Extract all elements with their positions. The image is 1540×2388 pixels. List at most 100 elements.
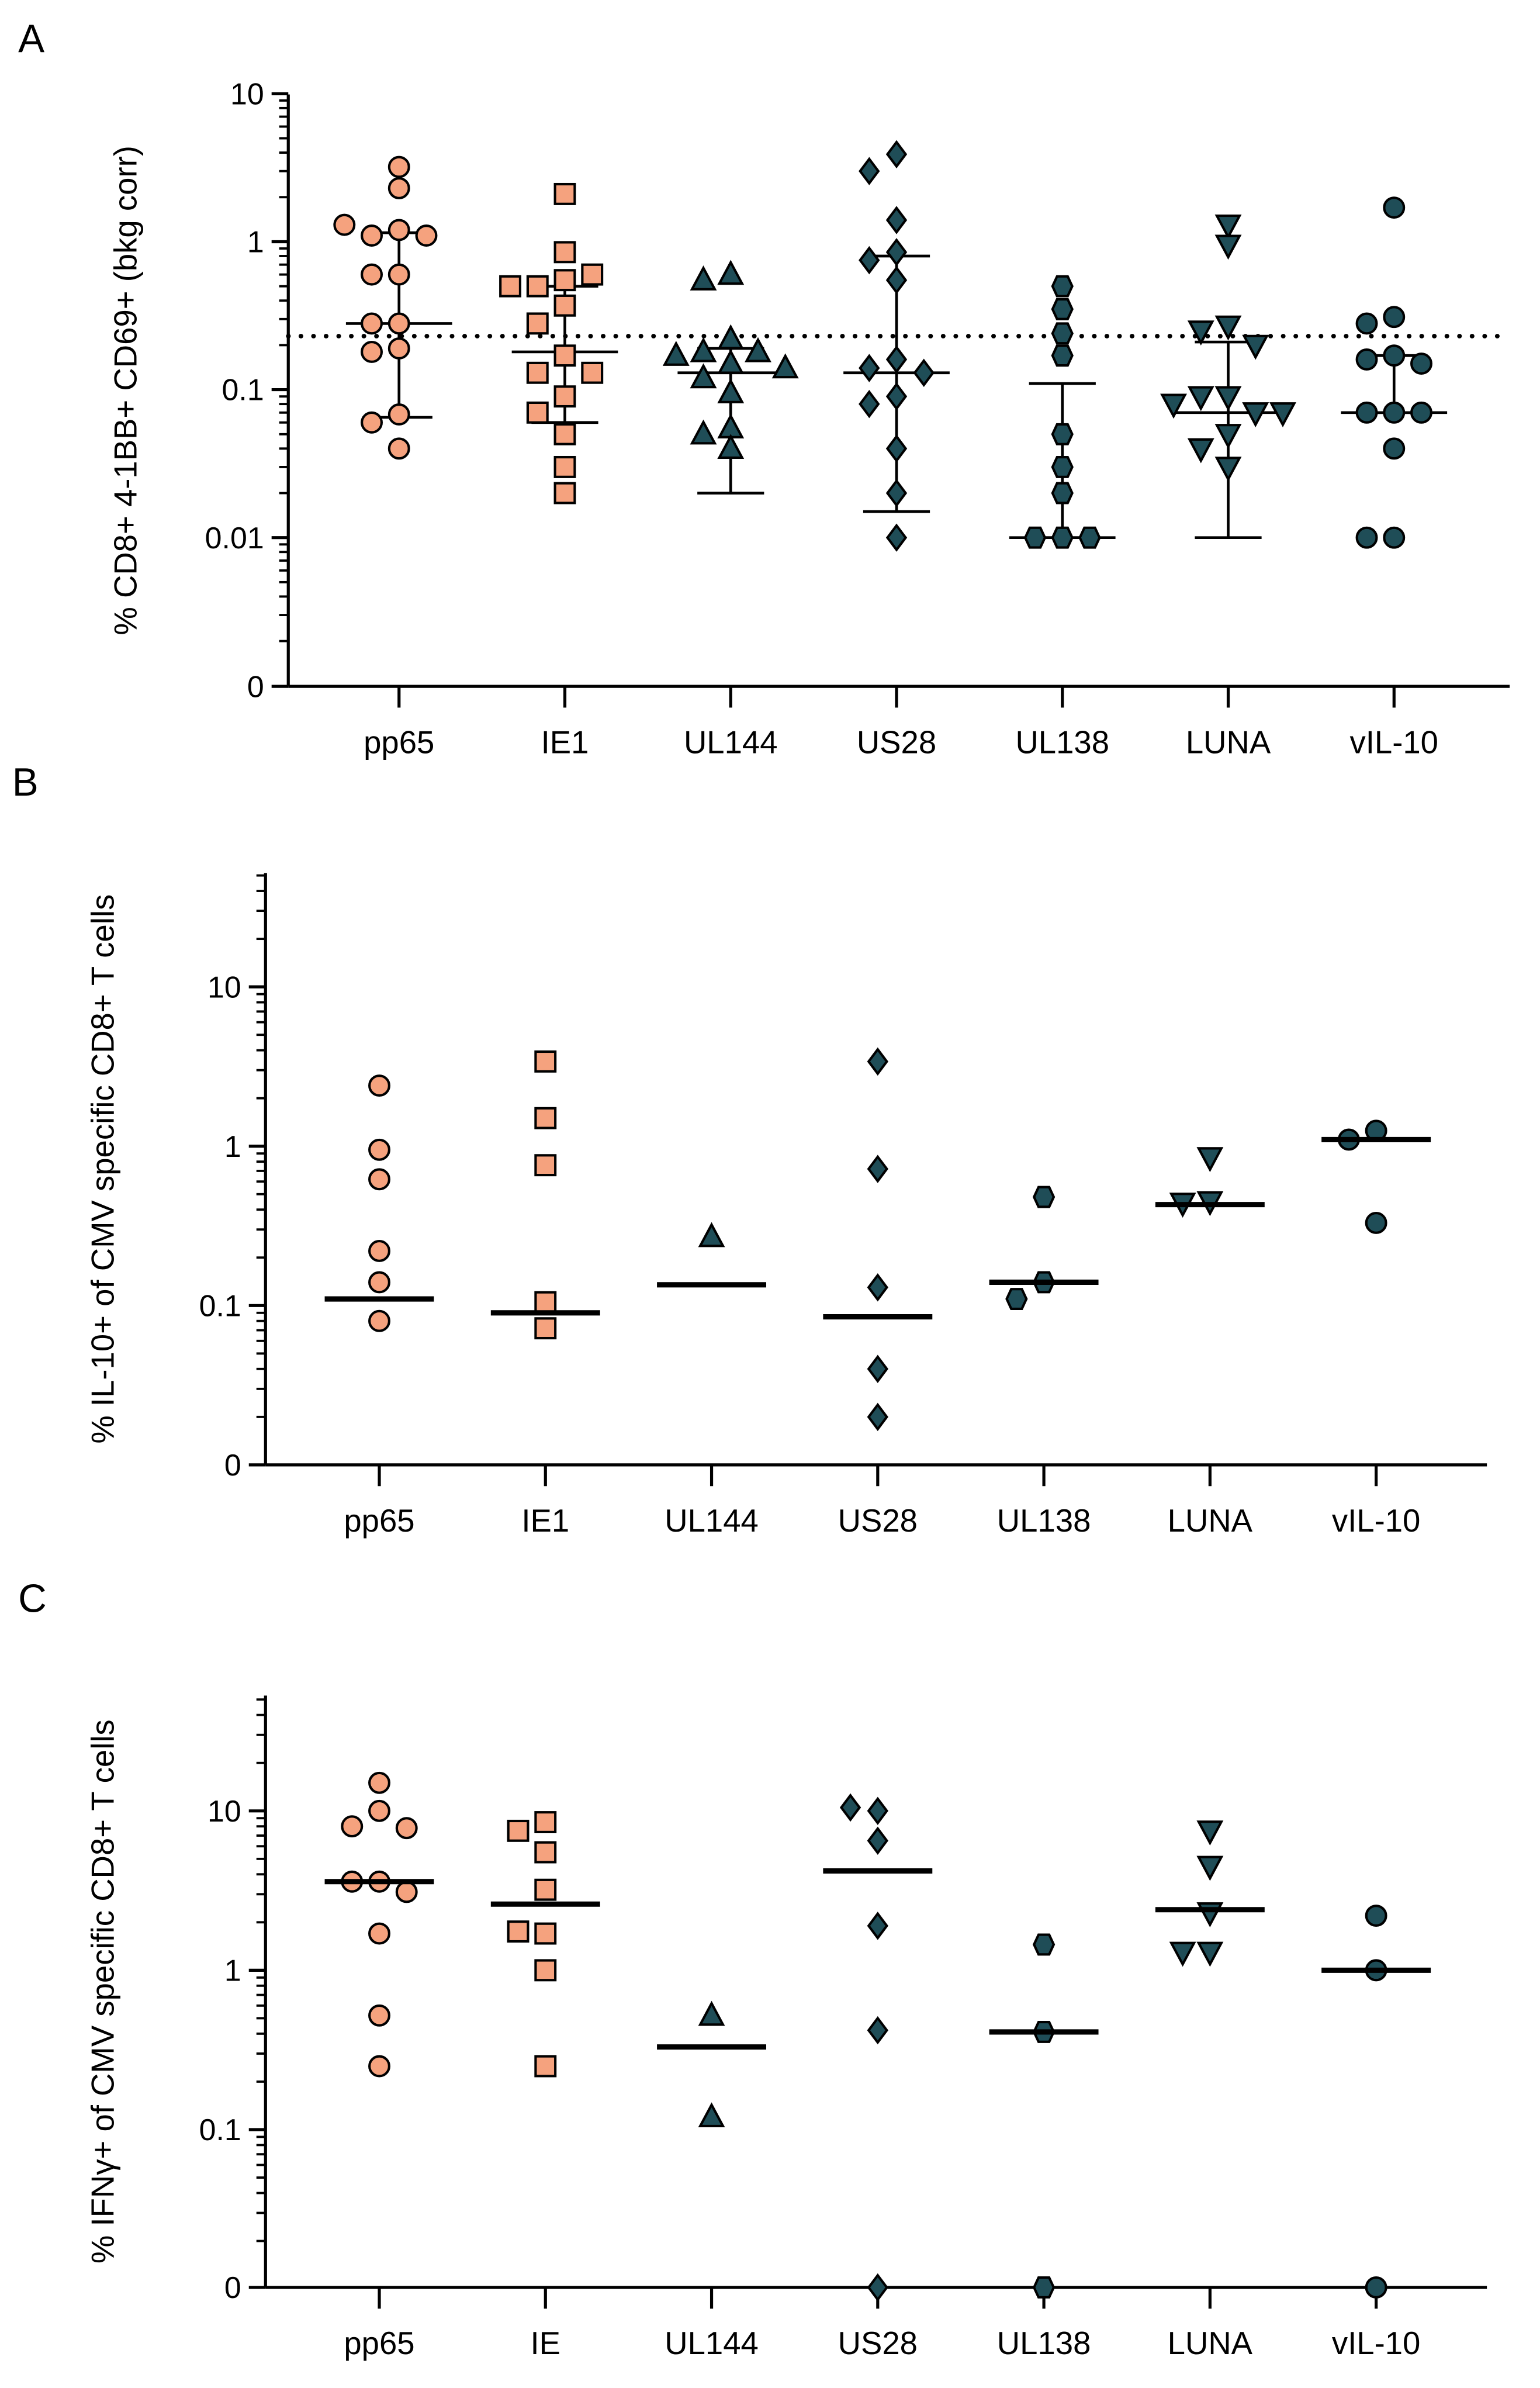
data-point bbox=[867, 1047, 888, 1076]
data-point bbox=[913, 358, 935, 387]
data-point bbox=[698, 2000, 725, 2026]
data-point bbox=[534, 1050, 557, 1073]
y-axis-label: % IFNγ+ of CMV specific CD8+ T cells bbox=[85, 1719, 121, 2263]
x-tick-label: vIL-10 bbox=[1332, 1503, 1420, 1539]
panel-c: C% IFNγ+ of CMV specific CD8+ T cells 101… bbox=[18, 1577, 1487, 2361]
data-point bbox=[534, 1154, 557, 1177]
data-point bbox=[1214, 386, 1242, 412]
data-point bbox=[1269, 402, 1296, 427]
data-point bbox=[534, 1922, 557, 1945]
x-tick-label: vIL-10 bbox=[1332, 2325, 1420, 2361]
data-point bbox=[717, 324, 745, 350]
panel-letter: B bbox=[12, 761, 39, 804]
data-point bbox=[368, 2055, 390, 2078]
data-point bbox=[717, 434, 745, 459]
series-vil-10 bbox=[1321, 1119, 1431, 1234]
data-point bbox=[387, 177, 410, 199]
series-vil-10 bbox=[1341, 196, 1448, 549]
y-tick-label: 10 bbox=[207, 1795, 241, 1829]
data-point bbox=[1196, 1941, 1224, 1967]
data-point bbox=[1051, 298, 1074, 320]
data-point bbox=[771, 353, 799, 379]
data-point bbox=[526, 275, 549, 298]
data-point bbox=[553, 385, 576, 408]
data-point bbox=[859, 157, 880, 185]
data-point bbox=[1187, 438, 1214, 464]
x-tick-label: LUNA bbox=[1186, 724, 1271, 760]
series-pp65 bbox=[324, 1771, 434, 2078]
data-point bbox=[1160, 393, 1187, 419]
data-point bbox=[1023, 526, 1047, 549]
series-luna bbox=[1155, 1820, 1265, 1967]
data-point bbox=[368, 1799, 390, 1822]
series-luna bbox=[1155, 1147, 1265, 1218]
data-point bbox=[507, 1819, 530, 1842]
data-point bbox=[1383, 526, 1406, 549]
data-point bbox=[368, 1168, 390, 1191]
data-point bbox=[1355, 348, 1378, 371]
data-point bbox=[867, 1155, 888, 1183]
data-point bbox=[690, 419, 717, 445]
y-axis-label: % CD8+ 4-1BB+ CD69+ (bkg corr) bbox=[108, 146, 144, 635]
data-point bbox=[553, 423, 576, 445]
panel-letter: A bbox=[18, 17, 44, 61]
series-vil-10 bbox=[1321, 1905, 1431, 2299]
data-point bbox=[1196, 1902, 1224, 1927]
data-point bbox=[859, 389, 880, 419]
data-point bbox=[581, 361, 604, 384]
data-point bbox=[368, 1240, 390, 1262]
data-point bbox=[581, 263, 604, 286]
data-point bbox=[1005, 1288, 1028, 1310]
series-ul138 bbox=[989, 1933, 1099, 2299]
data-point bbox=[867, 1354, 888, 1384]
data-point bbox=[1365, 1212, 1387, 1234]
data-point bbox=[1032, 1933, 1055, 1956]
y-tick-label: 0.1 bbox=[199, 2113, 241, 2147]
data-point bbox=[415, 224, 438, 247]
data-point bbox=[361, 341, 383, 363]
series-ul144 bbox=[657, 2000, 767, 2128]
data-point bbox=[361, 263, 383, 286]
data-point bbox=[534, 1317, 557, 1340]
data-point bbox=[1242, 402, 1269, 427]
data-point bbox=[867, 1402, 888, 1432]
y-axis-label: % IL-10+ of CMV specific CD8+ T cells bbox=[85, 894, 121, 1444]
series-luna bbox=[1160, 214, 1296, 540]
data-point bbox=[387, 337, 410, 360]
data-point bbox=[1169, 1941, 1196, 1967]
data-point bbox=[698, 1222, 725, 1247]
data-point bbox=[885, 434, 908, 463]
data-point bbox=[507, 1920, 530, 1943]
data-point bbox=[717, 260, 745, 285]
data-point bbox=[553, 294, 576, 317]
data-point bbox=[690, 337, 717, 362]
y-tick-label: 1 bbox=[224, 1954, 241, 1988]
data-point bbox=[885, 140, 908, 169]
x-tick-label: UL144 bbox=[665, 1503, 759, 1539]
data-point bbox=[698, 2102, 725, 2128]
series-ie1 bbox=[499, 182, 618, 504]
data-point bbox=[1242, 334, 1269, 360]
x-tick-label: IE bbox=[531, 2325, 561, 2361]
data-point bbox=[1196, 1147, 1224, 1173]
data-point bbox=[1365, 1905, 1387, 1927]
y-tick-label: 0 bbox=[224, 2271, 241, 2305]
data-point bbox=[534, 1878, 557, 1901]
data-point bbox=[368, 1771, 390, 1794]
data-point bbox=[1032, 2276, 1055, 2299]
x-tick-label: IE1 bbox=[541, 724, 589, 760]
data-point bbox=[1355, 312, 1378, 335]
x-tick-label: UL138 bbox=[997, 2325, 1091, 2361]
data-point bbox=[745, 337, 771, 362]
series-us28 bbox=[823, 1793, 933, 2302]
data-point bbox=[690, 265, 717, 291]
y-tick-label: 10 bbox=[230, 78, 264, 112]
data-point bbox=[333, 213, 356, 236]
data-point bbox=[885, 382, 908, 411]
data-point bbox=[387, 219, 410, 241]
data-point bbox=[662, 341, 690, 366]
data-point bbox=[553, 455, 576, 478]
data-point bbox=[387, 263, 410, 286]
data-point bbox=[526, 312, 549, 335]
data-point bbox=[387, 312, 410, 335]
